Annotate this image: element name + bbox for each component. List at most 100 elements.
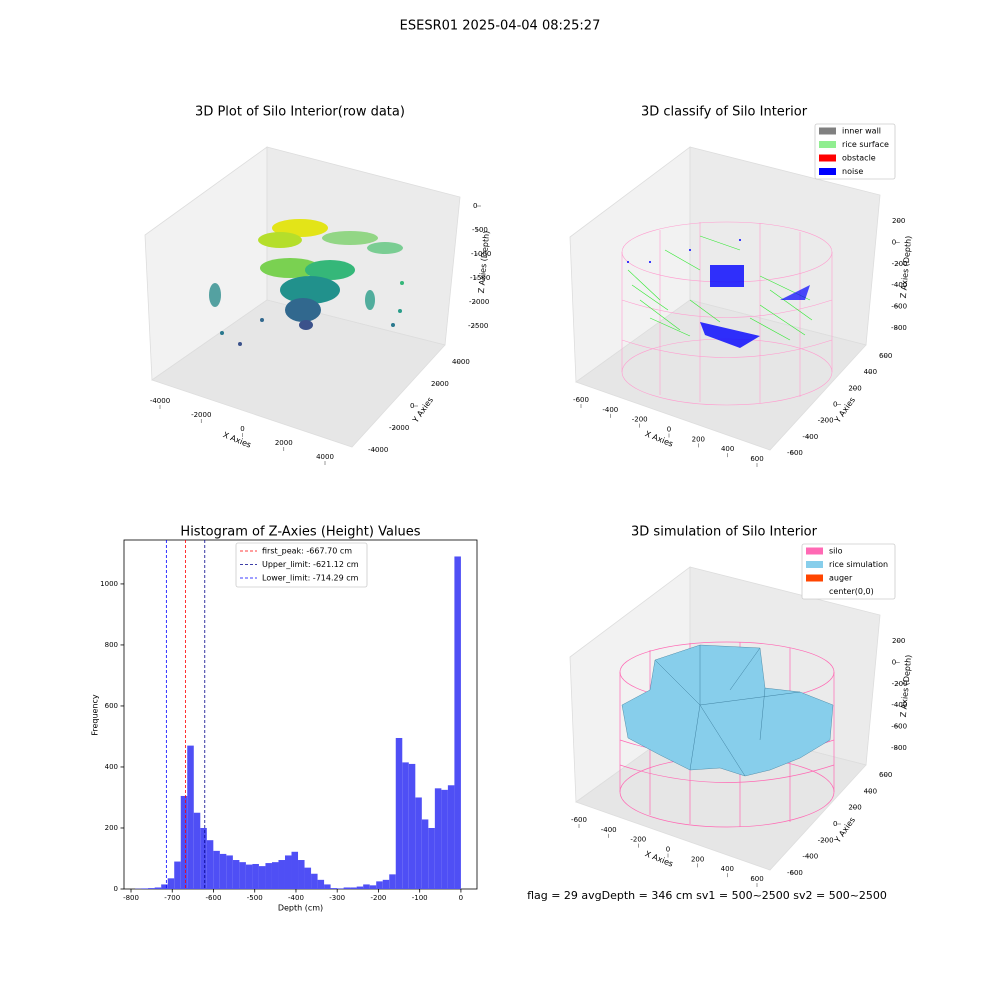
z-tick-label: 0 bbox=[892, 658, 896, 666]
legend-label: first_peak: -667.70 cm bbox=[262, 547, 352, 556]
z-tick-label: -2500 bbox=[468, 322, 488, 330]
z-tick-label: -400 bbox=[891, 281, 907, 289]
bar bbox=[395, 737, 403, 889]
z-tick-label: -400 bbox=[891, 701, 907, 709]
chart-title: Histogram of Z-Axies (Height) Values bbox=[180, 525, 420, 540]
x-tick-label: -400 bbox=[288, 894, 304, 902]
bar bbox=[337, 888, 344, 889]
legend-label: rice surface bbox=[842, 140, 889, 149]
legend-swatch bbox=[819, 141, 836, 148]
bar bbox=[421, 819, 429, 889]
bar bbox=[232, 860, 240, 889]
y-tick-label: 600 bbox=[879, 771, 892, 779]
x-tick-label: -200 bbox=[370, 894, 386, 902]
legend-label: inner wall bbox=[842, 127, 881, 136]
legend-label: auger bbox=[829, 574, 853, 583]
bar bbox=[200, 827, 207, 889]
x-tick-label: 600 bbox=[750, 455, 763, 463]
x-tick-label: -500 bbox=[247, 894, 263, 902]
x-tick-label: 200 bbox=[691, 855, 704, 863]
bar bbox=[284, 855, 292, 889]
bar bbox=[415, 797, 422, 889]
y-tick-label: -600 bbox=[787, 869, 803, 877]
legend-label: center(0,0) bbox=[829, 587, 874, 596]
bar bbox=[174, 861, 181, 889]
bar bbox=[148, 888, 155, 889]
surface-mesh bbox=[654, 645, 801, 777]
z-tick-label: 0 bbox=[473, 202, 477, 210]
legend-box bbox=[814, 123, 896, 180]
x-tick-label: 0 bbox=[459, 894, 463, 902]
legend-swatch bbox=[806, 547, 823, 555]
bar bbox=[441, 789, 448, 889]
y-tick-label: 1000 bbox=[100, 580, 118, 588]
legend-label: obstacle bbox=[842, 154, 876, 163]
z-tick-label: -600 bbox=[891, 303, 907, 311]
bar bbox=[350, 887, 357, 889]
bar bbox=[363, 884, 370, 889]
legend-box bbox=[235, 542, 368, 588]
bar bbox=[343, 887, 351, 889]
z-tick-label: 200 bbox=[892, 637, 905, 645]
legend-label: Lower_limit: -714.29 cm bbox=[262, 574, 359, 583]
bar bbox=[258, 866, 266, 889]
y-tick-label: 0 bbox=[833, 820, 837, 828]
rice-simulation bbox=[621, 644, 834, 777]
bar bbox=[311, 873, 318, 889]
y-tick-label: 200 bbox=[848, 804, 861, 812]
z-tick-label: 0 bbox=[892, 238, 896, 246]
y-tick-label: 200 bbox=[105, 824, 118, 832]
bar bbox=[206, 840, 214, 889]
bar bbox=[239, 862, 246, 889]
chart-title: 3D classify of Silo Interior bbox=[641, 105, 808, 120]
z-tick-label: -600 bbox=[891, 723, 907, 731]
y-tick-label: 800 bbox=[105, 641, 118, 649]
legend-box bbox=[801, 543, 896, 600]
bar bbox=[141, 888, 149, 889]
bar bbox=[447, 785, 455, 889]
x-tick-label: 0 bbox=[240, 425, 244, 433]
y-tick-label: 0 bbox=[833, 401, 837, 409]
y-tick-label: -400 bbox=[802, 853, 818, 861]
legend-label: noise bbox=[842, 167, 863, 176]
bar bbox=[317, 879, 325, 889]
bar bbox=[298, 860, 305, 889]
chart-title: 3D simulation of Silo Interior bbox=[631, 525, 818, 540]
x-tick-label: -400 bbox=[602, 406, 618, 414]
panel-box bbox=[569, 146, 881, 451]
figure-title: ESESR01 2025-04-04 08:25:27 bbox=[400, 19, 601, 34]
z-tick-label: -1000 bbox=[471, 250, 491, 258]
bar bbox=[434, 788, 442, 889]
x-tick-label: -100 bbox=[412, 894, 428, 902]
x-tick-label: -4000 bbox=[150, 397, 170, 405]
bar bbox=[226, 855, 233, 889]
z-tick-label: -800 bbox=[891, 744, 907, 752]
bar bbox=[278, 860, 285, 889]
bar bbox=[187, 745, 194, 889]
y-tick-label: 4000 bbox=[452, 358, 470, 366]
legend-label: silo bbox=[829, 547, 843, 556]
z-tick-label: -2000 bbox=[469, 298, 489, 306]
bar bbox=[382, 879, 390, 889]
bar bbox=[389, 874, 396, 889]
x-axis-label: Depth (cm) bbox=[278, 904, 323, 913]
bar bbox=[369, 885, 377, 889]
bar bbox=[271, 862, 279, 889]
bar bbox=[154, 887, 162, 889]
y-tick-label: 400 bbox=[864, 368, 877, 376]
x-tick-label: -600 bbox=[573, 396, 589, 404]
bar bbox=[376, 881, 383, 889]
x-tick-label: 0 bbox=[667, 426, 671, 434]
y-tick-label: 200 bbox=[848, 384, 861, 392]
bar bbox=[213, 850, 220, 889]
z-tick-label: -1500 bbox=[470, 274, 490, 282]
bar bbox=[304, 867, 312, 889]
y-tick-label: -200 bbox=[818, 417, 834, 425]
x-tick-label: -600 bbox=[206, 894, 222, 902]
z-tick-label: -200 bbox=[892, 260, 908, 268]
bar bbox=[454, 556, 461, 889]
bar bbox=[330, 888, 338, 889]
x-tick-label: 600 bbox=[750, 875, 763, 883]
z-tick-label: 200 bbox=[892, 217, 905, 225]
